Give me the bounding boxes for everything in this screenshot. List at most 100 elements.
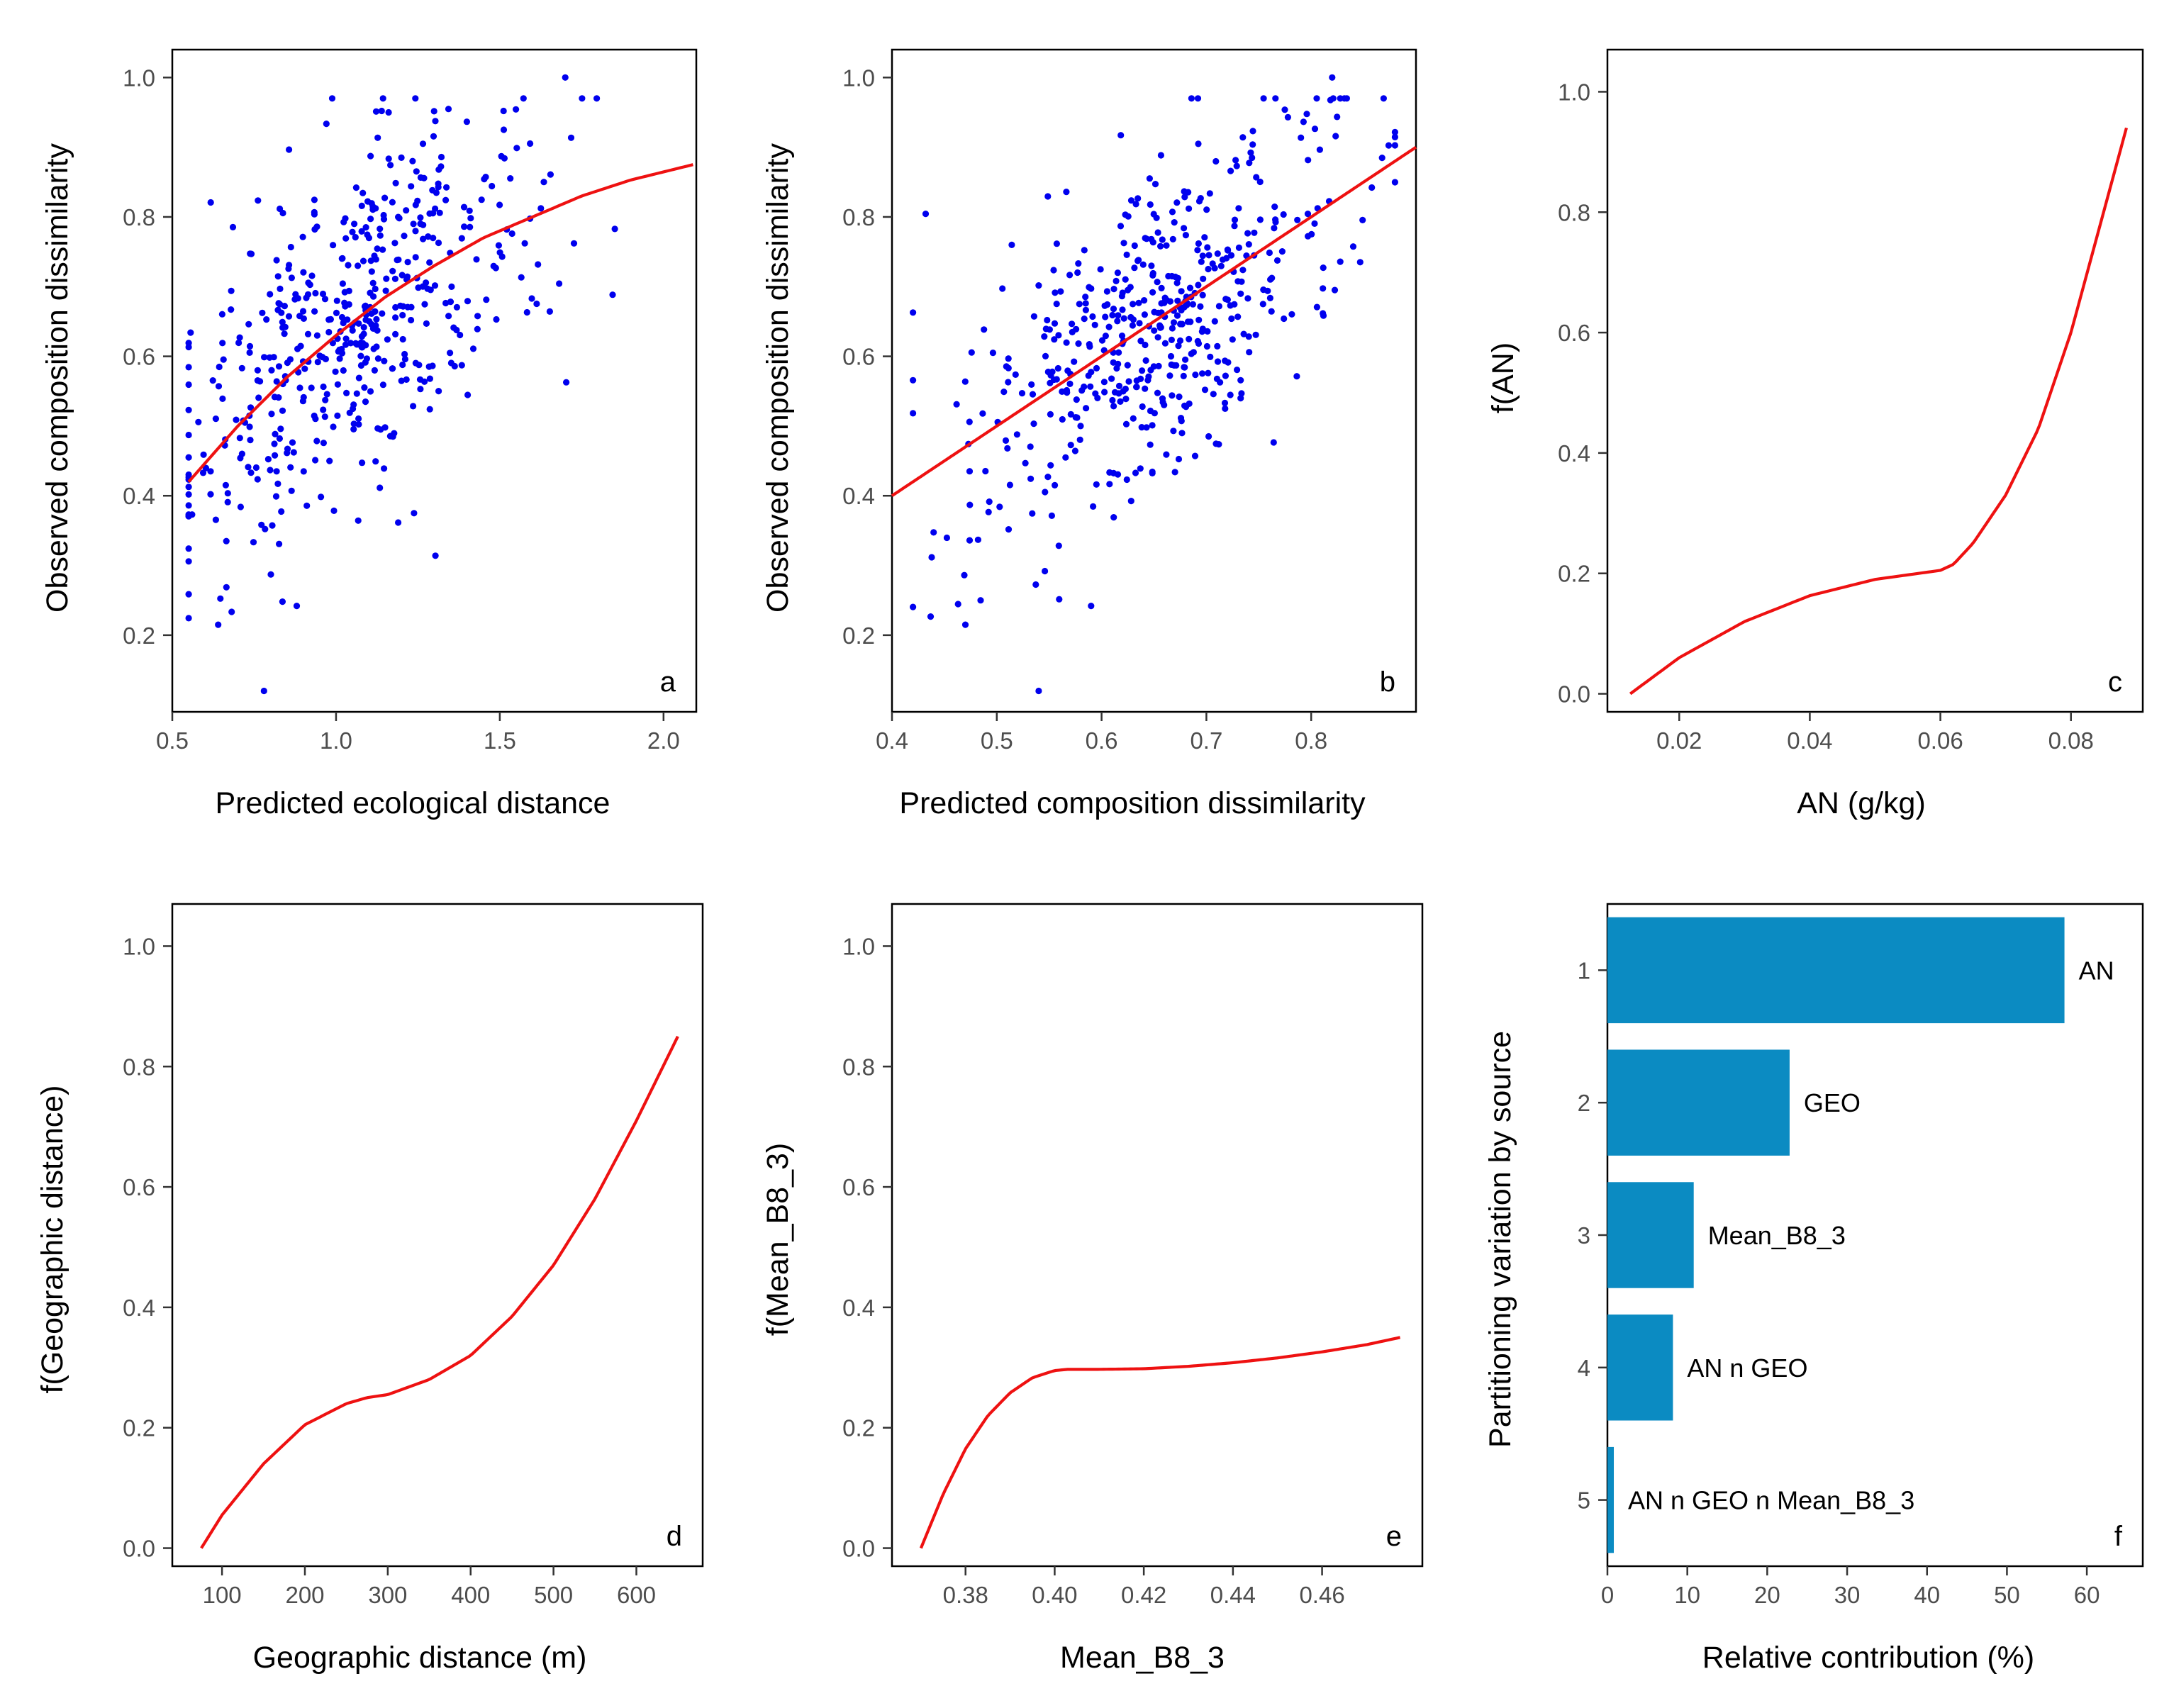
scatter-point bbox=[1102, 313, 1109, 320]
scatter-point bbox=[1149, 422, 1156, 429]
series-line bbox=[919, 1336, 1401, 1549]
panel-e-tag: e bbox=[1386, 1521, 1402, 1552]
scatter-point bbox=[1199, 291, 1206, 298]
scatter-point bbox=[237, 454, 244, 462]
panel-b-frame bbox=[891, 48, 1417, 713]
scatter-point bbox=[367, 152, 374, 160]
scatter-point bbox=[313, 332, 320, 339]
scatter-point bbox=[1090, 503, 1097, 510]
scatter-point bbox=[321, 413, 328, 420]
y-tick-label: 0.4 bbox=[842, 1295, 875, 1321]
scatter-point bbox=[300, 468, 307, 475]
scatter-point bbox=[1063, 386, 1071, 394]
scatter-point bbox=[1181, 194, 1188, 201]
x-tick-label: 0.40 bbox=[1032, 1582, 1077, 1608]
scatter-point bbox=[1071, 447, 1078, 454]
scatter-point bbox=[228, 287, 235, 294]
scatter-point bbox=[342, 335, 350, 342]
scatter-point bbox=[1059, 415, 1066, 423]
panel-f-xlabel: Relative contribution (%) bbox=[1702, 1641, 2034, 1675]
scatter-point bbox=[1234, 278, 1242, 285]
scatter-point bbox=[1120, 240, 1127, 247]
scatter-point bbox=[185, 615, 192, 622]
scatter-point bbox=[1131, 264, 1138, 272]
scatter-point bbox=[1138, 424, 1145, 431]
scatter-point bbox=[1136, 320, 1143, 327]
scatter-point bbox=[426, 375, 434, 382]
scatter-point bbox=[1182, 356, 1189, 363]
scatter-point bbox=[1087, 383, 1094, 390]
y-tick-label: 0.6 bbox=[1558, 320, 1590, 346]
scatter-point bbox=[1235, 205, 1242, 212]
scatter-point bbox=[1237, 395, 1244, 402]
scatter-point bbox=[1137, 465, 1144, 472]
scatter-point bbox=[1227, 391, 1234, 398]
scatter-point bbox=[1154, 229, 1161, 236]
scatter-point bbox=[420, 174, 428, 182]
scatter-point bbox=[1231, 223, 1238, 230]
scatter-point bbox=[461, 223, 468, 230]
scatter-point bbox=[300, 269, 307, 276]
scatter-point bbox=[1171, 362, 1178, 369]
scatter-point bbox=[1041, 333, 1048, 340]
scatter-point bbox=[1280, 211, 1287, 218]
scatter-point bbox=[1082, 294, 1089, 301]
scatter-point bbox=[1123, 476, 1130, 484]
scatter-point bbox=[547, 171, 554, 178]
scatter-point bbox=[1005, 379, 1012, 386]
scatter-point bbox=[303, 502, 311, 509]
scatter-point bbox=[392, 179, 399, 186]
scatter-point bbox=[1174, 274, 1181, 281]
scatter-point bbox=[1240, 330, 1247, 337]
x-tick-label: 0.42 bbox=[1121, 1582, 1166, 1608]
scatter-point bbox=[368, 268, 375, 275]
scatter-point bbox=[1142, 235, 1149, 242]
scatter-point bbox=[281, 323, 289, 330]
scatter-point bbox=[1168, 336, 1175, 343]
scatter-point bbox=[1205, 369, 1212, 376]
scatter-point bbox=[245, 320, 252, 328]
scatter-point bbox=[185, 381, 192, 389]
scatter-point bbox=[1004, 445, 1011, 452]
scatter-point bbox=[1133, 377, 1140, 384]
scatter-point bbox=[1234, 367, 1241, 374]
scatter-point bbox=[1294, 216, 1301, 223]
panel-b-ylabel: Observed composition dissimilarity bbox=[761, 143, 795, 613]
scatter-point bbox=[1182, 232, 1189, 239]
scatter-point bbox=[1153, 214, 1160, 221]
scatter-point bbox=[362, 224, 369, 231]
scatter-point bbox=[1055, 332, 1062, 339]
scatter-point bbox=[377, 225, 384, 233]
scatter-point bbox=[1078, 387, 1086, 394]
y-tick-label: 0.2 bbox=[842, 1415, 875, 1441]
scatter-point bbox=[301, 365, 308, 372]
scatter-point bbox=[1122, 396, 1130, 403]
scatter-point bbox=[1281, 315, 1288, 323]
scatter-point bbox=[1044, 193, 1052, 200]
scatter-point bbox=[268, 411, 275, 418]
y-tick-label: 1 bbox=[1578, 957, 1590, 983]
scatter-point bbox=[507, 175, 514, 182]
scatter-point bbox=[185, 558, 192, 565]
scatter-point bbox=[432, 118, 439, 125]
scatter-point bbox=[332, 368, 339, 375]
scatter-point bbox=[342, 341, 350, 348]
scatter-point bbox=[453, 303, 461, 311]
y-tick-label: 0.8 bbox=[842, 1054, 875, 1080]
scatter-point bbox=[233, 416, 240, 423]
scatter-point bbox=[312, 289, 319, 297]
scatter-point bbox=[185, 406, 192, 413]
scatter-point bbox=[1118, 333, 1126, 340]
scatter-point bbox=[275, 394, 282, 401]
scatter-point bbox=[1195, 140, 1202, 147]
scatter-point bbox=[326, 457, 333, 464]
scatter-point bbox=[367, 388, 374, 395]
x-tick-label: 0.38 bbox=[943, 1582, 988, 1608]
scatter-point bbox=[303, 294, 310, 301]
scatter-point bbox=[1174, 297, 1181, 304]
scatter-point bbox=[570, 240, 578, 247]
scatter-point bbox=[1215, 441, 1222, 448]
scatter-point bbox=[1055, 542, 1062, 549]
panel-b-xlabel: Predicted composition dissimilarity bbox=[899, 786, 1366, 820]
scatter-point bbox=[355, 517, 362, 524]
